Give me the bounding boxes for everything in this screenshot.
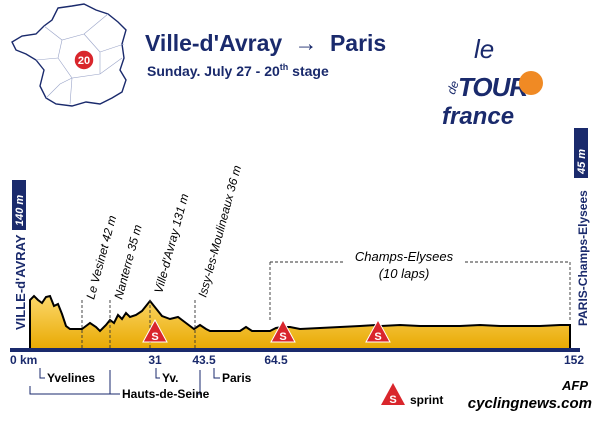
tour-de-france-logo: le de TOUR france: [442, 34, 543, 130]
start-altitude-box: [12, 180, 26, 230]
sprint-marker-2-shape: [270, 318, 296, 343]
sprint-marker-3-shape: [365, 318, 391, 343]
agency-credit: AFP: [561, 378, 588, 393]
sprint-marker-3-letter: S: [374, 331, 381, 343]
finish-altitude: 45 m: [576, 149, 588, 175]
departement-paris: Paris: [222, 371, 252, 385]
sprint-legend-label: sprint: [410, 393, 443, 407]
finish-marker: 45 m PARIS-Champs-Elysees: [574, 128, 590, 326]
profile-baseline-band: [10, 348, 580, 352]
logo-sun-icon: [519, 71, 543, 95]
stage-date-sup: th: [280, 62, 289, 72]
climb-label-ville-davray: Ville-d'Avray 131 m: [151, 192, 191, 295]
sprint-marker-1-letter: S: [151, 331, 158, 343]
km-mark-31: 31: [148, 353, 162, 367]
start-town: Ville-d'Avray: [145, 30, 282, 56]
yv-bracket: [155, 368, 160, 379]
sprint-legend-letter: S: [389, 394, 396, 406]
logo-tour: TOUR: [458, 72, 528, 102]
stage-location-badge: [73, 49, 95, 71]
km-mark-0: 0 km: [10, 353, 37, 367]
stage-date-tail: stage: [288, 63, 329, 79]
sprint-marker-1-shape: [142, 318, 168, 343]
km-mark-152: 152: [564, 353, 584, 367]
sprint-marker-2-letter: S: [279, 331, 286, 343]
circuit-label: Champs-Elysees: [355, 249, 454, 264]
finish-town-vertical: PARIS-Champs-Elysees: [576, 190, 590, 326]
logo-de: de: [444, 79, 462, 97]
stage-location-number: 20: [78, 55, 90, 67]
sprint-marker-3: S: [365, 318, 391, 343]
site-credit: cyclingnews.com: [468, 395, 592, 412]
climb-label-issy: Issy-les-Moulineaux 36 m: [195, 164, 244, 299]
start-marker: 140 m VILLE-d'AVRAY: [12, 180, 28, 330]
title-arrow: →: [295, 30, 318, 56]
sprint-marker-2: S: [270, 318, 296, 343]
logo-le: le: [474, 34, 494, 64]
sprint-legend: S sprint: [381, 383, 443, 407]
france-map: 20: [11, 3, 127, 107]
km-mark-43-5: 43.5: [192, 353, 216, 367]
departement-hauts-de-seine: Hauts-de-Seine: [122, 387, 210, 401]
km-mark-64-5: 64.5: [264, 353, 288, 367]
start-town-vertical: VILLE-d'AVRAY: [13, 234, 28, 330]
hauts-de-seine-bracket: [29, 370, 120, 395]
climb-label-nanterre: Nanterre 35 m: [111, 223, 144, 301]
departement-yvelines: Yvelines: [47, 371, 95, 385]
circuit-label-bg: [344, 245, 464, 283]
start-altitude: 140 m: [14, 195, 26, 226]
paris-bracket: [213, 368, 220, 379]
sprint-marker-1: S: [142, 318, 168, 343]
departement-brackets: [29, 368, 220, 395]
stage-date-main: Sunday. July 27 - 20: [147, 63, 280, 79]
finish-altitude-box: [574, 128, 588, 178]
sprint-legend-icon: [381, 383, 405, 405]
yvelines-bracket: [39, 368, 45, 379]
finish-town: Paris: [330, 30, 386, 56]
departement-yv: Yv.: [162, 371, 178, 385]
profile-fill: [29, 294, 571, 351]
hauts-de-seine-bracket-right: [198, 370, 201, 395]
circuit-laps: (10 laps): [379, 266, 430, 281]
stage-date: Sunday. July 27 - 20th stage: [147, 62, 329, 79]
france-map-outline: [11, 3, 127, 107]
france-map-regions: [35, 13, 125, 105]
logo-france: france: [442, 103, 514, 130]
stage-title: Ville-d'Avray → Paris: [145, 30, 386, 56]
